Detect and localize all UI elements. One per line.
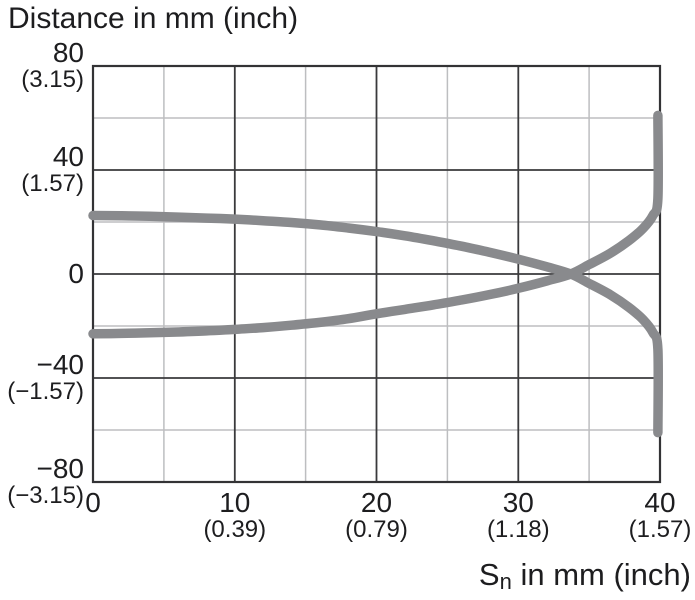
y-tick-value-mm: 40 [52,141,84,172]
y-tick-value-inch: (−1.57) [7,378,84,405]
x-tick-value-inch: (0.39) [203,516,267,543]
y-tick-label: 40 (1.57) [0,143,84,197]
y-tick-value-inch: (1.57) [21,170,84,197]
x-tick-label: 20 (0.79) [317,489,437,543]
x-tick-value-inch: (1.57) [628,516,692,543]
x-axis-title-symbol: S [478,557,500,592]
y-tick-value-mm: 0 [68,258,84,289]
x-tick-value-mm: 20 [360,487,393,518]
y-tick-value-mm: −40 [36,349,85,380]
y-tick-value-mm: 80 [52,37,84,68]
x-axis-title: Sn in mm (inch) [479,558,691,599]
x-axis-title-subscript: n [499,569,512,594]
plot-border [91,64,662,484]
y-tick-label: 0 [0,260,84,288]
x-tick-value-mm: 0 [85,487,101,518]
y-tick-label: −80 (−3.15) [0,455,84,509]
curve-upper-sensing-boundary [88,210,664,438]
curve-lower-sensing-boundary [88,110,664,339]
x-tick-value-inch: (1.18) [486,516,550,543]
x-tick-value-mm: 40 [644,487,676,518]
y-tick-value-inch: (3.15) [21,66,84,93]
x-tick-label: 0 [33,489,153,517]
y-axis-title: Distance in mm (inch) [8,2,299,35]
x-tick-value-mm: 10 [219,487,251,518]
x-tick-value-mm: 30 [502,487,534,518]
y-tick-label: −40 (−1.57) [0,351,84,405]
x-tick-label: 30 (1.18) [458,489,578,543]
y-tick-value-mm: −80 [36,453,85,484]
x-tick-value-inch: (0.79) [345,516,408,543]
y-tick-value-inch: (−3.15) [7,482,84,509]
y-tick-label: 80 (3.15) [0,39,84,93]
x-tick-label: 40 (1.57) [600,489,695,543]
x-tick-label: 10 (0.39) [175,489,295,543]
x-axis-title-units: in mm (inch) [511,557,691,592]
